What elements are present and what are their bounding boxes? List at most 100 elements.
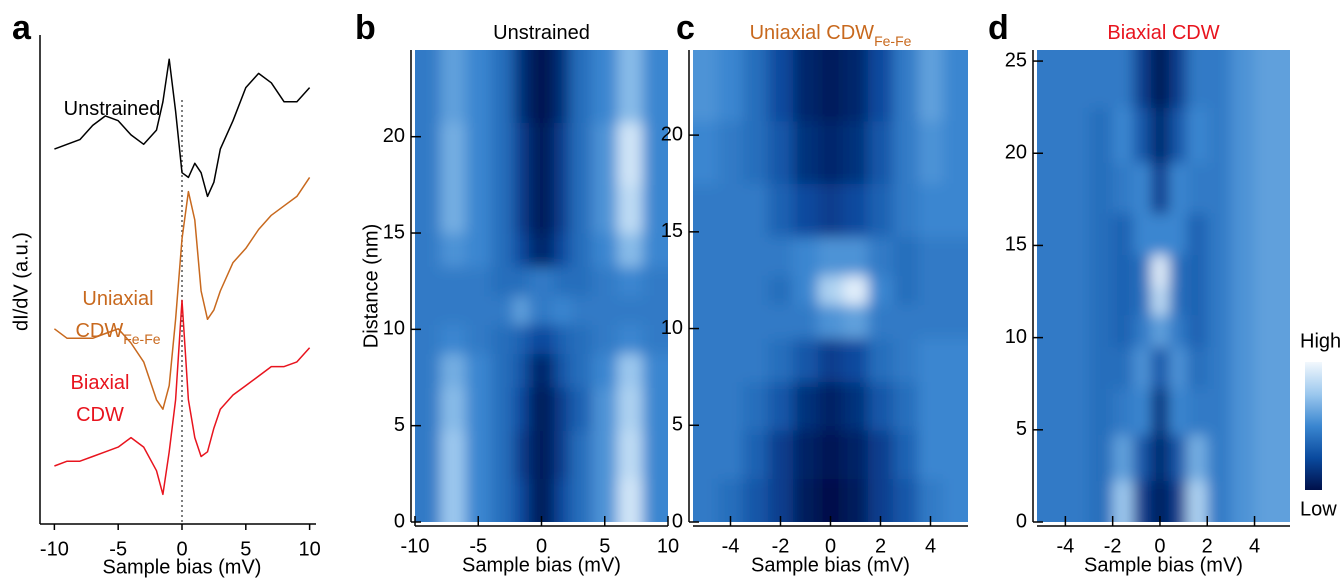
heatmap-cell	[1112, 162, 1134, 214]
heatmap-cell	[718, 304, 744, 339]
heatmap-cell	[554, 478, 571, 522]
heatmap-cell	[1207, 480, 1232, 522]
heatmap-cell	[893, 120, 919, 184]
heatmap-cell	[918, 120, 944, 184]
heatmap-cell	[793, 50, 819, 122]
heatmap-cell	[743, 478, 769, 522]
heatmap-cell	[893, 304, 919, 339]
heatmap-cell	[592, 478, 618, 522]
heatmap-cell	[1112, 286, 1134, 316]
y-axis-label: dI/dV (a.u.)	[10, 232, 32, 331]
heatmap-cell	[1207, 254, 1232, 288]
heatmap-cell	[868, 275, 894, 305]
heatmap-cell	[918, 183, 944, 238]
heatmap-cell	[693, 120, 719, 184]
heatmap-cell	[793, 304, 819, 339]
heatmap-cell	[465, 122, 492, 186]
x-tick-label: -10	[401, 535, 430, 557]
heatmap-cell	[592, 295, 618, 326]
heatmap-cell	[1207, 50, 1232, 108]
heatmap-cell	[642, 387, 668, 431]
heatmap-cell	[1151, 480, 1170, 522]
y-tick-label: 20	[1005, 142, 1027, 164]
heatmap-cell	[1254, 162, 1290, 214]
heatmap-cell	[918, 338, 944, 383]
heatmap-cell	[569, 266, 593, 297]
heatmap	[1037, 50, 1290, 522]
heatmap-cell	[554, 184, 571, 234]
heatmap-cell	[843, 381, 869, 431]
heatmap-cell	[693, 236, 719, 276]
heatmap	[693, 50, 968, 522]
heatmap-cell	[1133, 480, 1152, 522]
heatmap-cell	[1089, 286, 1114, 316]
heatmap-cell	[818, 478, 844, 522]
heatmap-cell	[592, 50, 618, 123]
heatmap-cell	[1254, 434, 1290, 482]
heatmap-cell	[1207, 388, 1232, 435]
heatmap-cells	[415, 50, 668, 522]
heatmap-cell	[1133, 50, 1152, 108]
heatmap-cell	[793, 430, 819, 479]
y-tick-label: 0	[394, 510, 405, 532]
heatmap-cell	[554, 430, 571, 480]
heatmap-cell	[465, 233, 492, 268]
heatmap-cell	[918, 236, 944, 276]
heatmap-cell	[465, 353, 492, 388]
y-tick-label: 25	[1005, 49, 1027, 71]
heatmap-cell	[554, 122, 571, 186]
heatmap-cell	[1089, 213, 1114, 256]
heatmap-cell	[1151, 286, 1170, 316]
heatmap-cell	[693, 304, 719, 339]
heatmap-cell	[918, 381, 944, 431]
heatmap-cell	[1230, 162, 1256, 214]
heatmap-cell	[718, 478, 744, 522]
heatmap-cell	[818, 430, 844, 479]
heatmap-cell	[893, 338, 919, 383]
heatmap-cell	[1186, 388, 1208, 435]
heatmap-cell	[1207, 434, 1232, 482]
heatmap-cell	[415, 184, 441, 234]
heatmap-cell	[642, 353, 668, 388]
heatmap-cell	[1254, 107, 1290, 163]
heatmap-cell	[1230, 50, 1256, 108]
heatmap-cell	[1112, 346, 1134, 389]
heatmap-cell	[1151, 434, 1170, 482]
y-tick-label: 10	[383, 318, 405, 340]
heatmap-cell	[918, 275, 944, 305]
x-axis-label: Sample bias (mV)	[103, 556, 262, 578]
heatmap-cell	[1133, 286, 1152, 316]
heatmap-cell	[1065, 388, 1090, 435]
heatmap-cell	[843, 183, 869, 238]
heatmap-cell	[642, 122, 668, 186]
heatmap-cell	[569, 50, 593, 123]
x-tick-label: 4	[1249, 535, 1260, 557]
x-tick-label: 10	[298, 538, 320, 560]
series-label: Uniaxial	[82, 288, 153, 310]
heatmap-cell	[490, 50, 514, 123]
heatmap-cell	[440, 184, 467, 234]
heatmap-cell	[1037, 388, 1066, 435]
heatmap-cell	[440, 430, 467, 480]
heatmap-cell	[1112, 213, 1134, 256]
heatmap-cell	[743, 338, 769, 383]
series-label: Biaxial	[71, 372, 130, 394]
spectrum-line	[54, 299, 311, 496]
heatmap-cell	[893, 430, 919, 479]
heatmap-cell	[1186, 314, 1208, 348]
heatmap-cell	[793, 338, 819, 383]
heatmap-cell	[1065, 314, 1090, 348]
heatmap-cell	[513, 295, 530, 326]
heatmap-cell	[440, 295, 467, 326]
heatmap-cell	[440, 353, 467, 388]
heatmap-cell	[943, 50, 968, 122]
heatmap-cell	[818, 50, 844, 122]
heatmap-cell	[768, 50, 794, 122]
heatmap-cell	[592, 266, 618, 297]
heatmap-cell	[1186, 480, 1208, 522]
heatmap-cell	[693, 50, 719, 122]
heatmap-cell	[793, 120, 819, 184]
heatmap-cell	[440, 50, 467, 123]
heatmap-cell	[818, 381, 844, 431]
x-tick-label: -5	[469, 535, 487, 557]
